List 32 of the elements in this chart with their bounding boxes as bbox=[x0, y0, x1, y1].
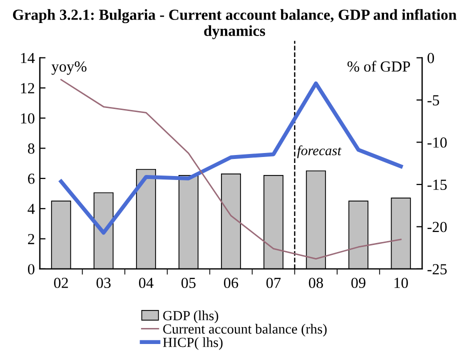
legend-label: HICP( lhs) bbox=[162, 337, 223, 350]
legend-label: GDP (lhs) bbox=[163, 310, 218, 324]
x-tick-label: 07 bbox=[266, 278, 281, 288]
chart-title: Graph 3.2.1: Bulgaria - Current account balance, GDP and inflation dynamics bbox=[13, 9, 457, 40]
x-tick-label: 10 bbox=[394, 278, 408, 288]
y-axis-title: yoy% bbox=[52, 61, 86, 75]
line-series bbox=[59, 81, 403, 235]
y2-tick-label: -25 bbox=[428, 264, 447, 274]
x-tick-label: 05 bbox=[181, 278, 196, 288]
x-tick-label: 04 bbox=[138, 278, 154, 288]
y2-axis-title: % of GDP bbox=[348, 60, 410, 72]
annotation: forecast bbox=[297, 145, 342, 158]
x-tick-label: 09 bbox=[351, 278, 366, 288]
x-tick-label: 06 bbox=[224, 278, 238, 288]
x-tick-label: 08 bbox=[308, 278, 323, 288]
y-tick-label: 0 bbox=[28, 264, 34, 274]
y-tick-label: 8 bbox=[28, 143, 34, 154]
line-series bbox=[60, 79, 402, 260]
y2-tick-label: -10 bbox=[428, 137, 447, 148]
y-tick-label: 6 bbox=[28, 174, 35, 184]
y-tick-label: 12 bbox=[21, 83, 34, 94]
legend-label: Current account balance (rhs) bbox=[163, 324, 327, 337]
y-tick-label: 10 bbox=[21, 113, 34, 124]
x-tick-label: 03 bbox=[96, 278, 111, 288]
x-tick-label: 02 bbox=[54, 278, 68, 288]
y2-tick-label: 0 bbox=[428, 52, 434, 64]
y-tick-label: 14 bbox=[21, 52, 35, 64]
y-tick-label: 2 bbox=[28, 234, 34, 244]
y2-tick-label: -20 bbox=[428, 222, 447, 232]
y2-tick-label: -5 bbox=[428, 95, 440, 106]
y-tick-label: 4 bbox=[28, 204, 35, 214]
y2-tick-label: -15 bbox=[428, 180, 447, 190]
